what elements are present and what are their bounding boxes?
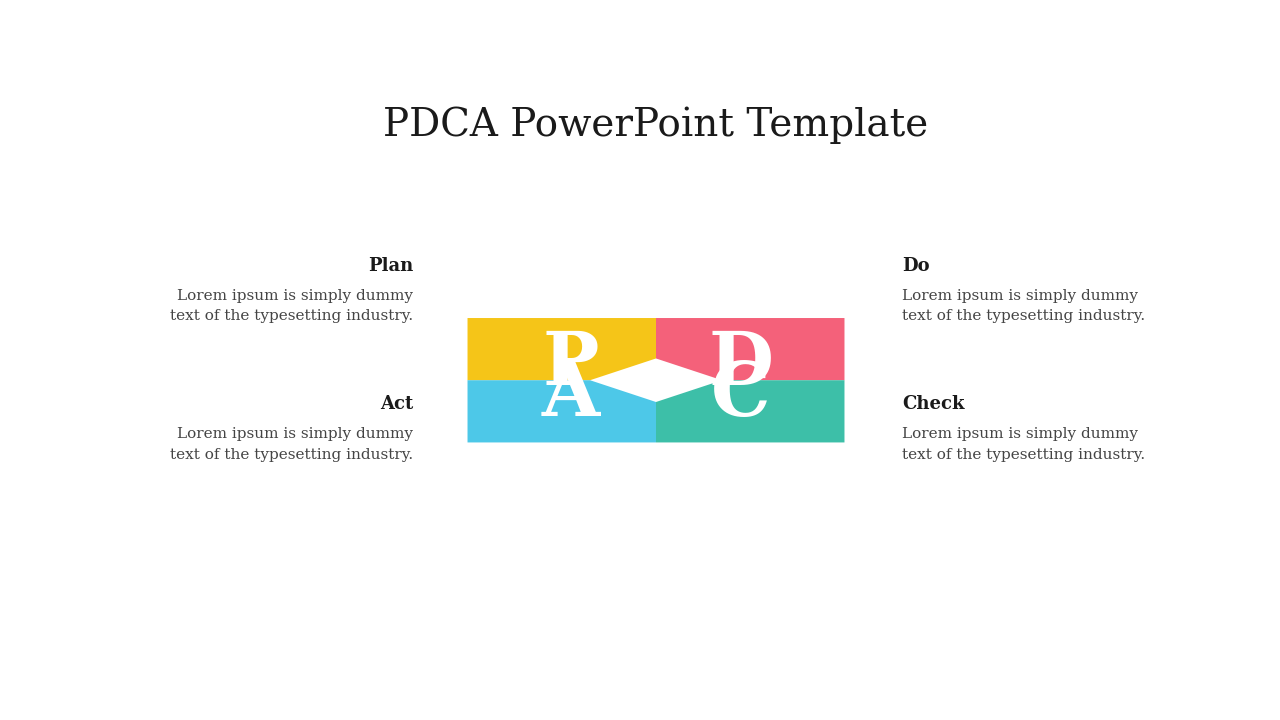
Text: Act: Act [380,395,413,413]
Polygon shape [657,380,845,443]
Text: D: D [708,328,773,401]
Text: Lorem ipsum is simply dummy
text of the typesetting industry.: Lorem ipsum is simply dummy text of the … [902,289,1146,323]
Text: PDCA PowerPoint Template: PDCA PowerPoint Template [384,107,928,144]
Text: Plan: Plan [367,257,413,275]
Text: Check: Check [902,395,965,413]
Text: A: A [543,359,600,432]
Text: Do: Do [902,257,929,275]
Text: P: P [543,328,599,401]
Text: C: C [710,359,771,432]
Text: Lorem ipsum is simply dummy
text of the typesetting industry.: Lorem ipsum is simply dummy text of the … [170,428,413,462]
Polygon shape [467,380,657,443]
Polygon shape [657,318,845,380]
Polygon shape [467,318,657,380]
Text: Lorem ipsum is simply dummy
text of the typesetting industry.: Lorem ipsum is simply dummy text of the … [902,428,1146,462]
Text: Lorem ipsum is simply dummy
text of the typesetting industry.: Lorem ipsum is simply dummy text of the … [170,289,413,323]
